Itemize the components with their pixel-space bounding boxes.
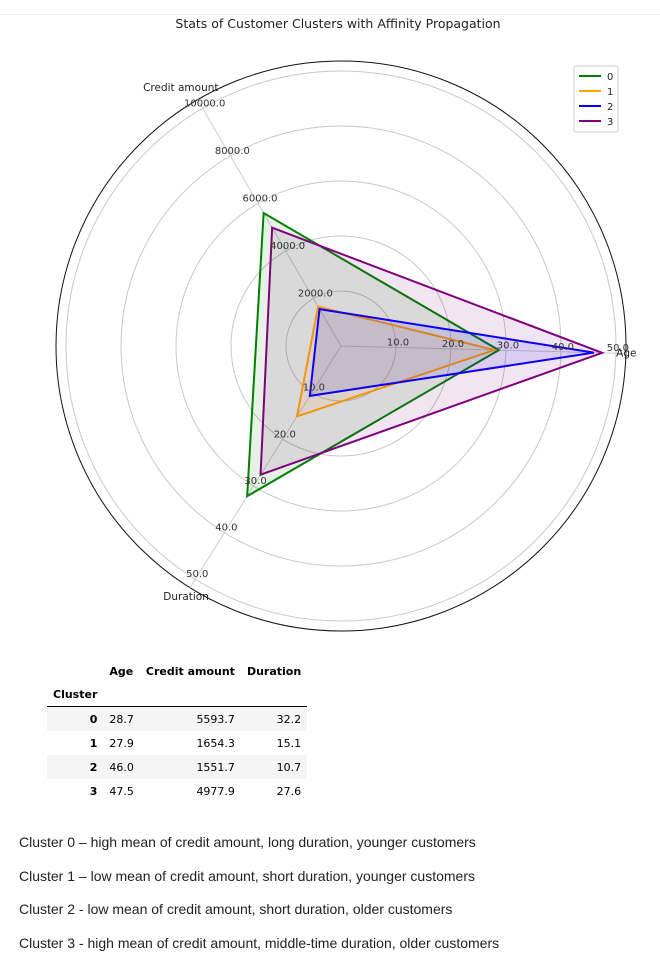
table-header-credit: Credit amount (145, 664, 235, 678)
radar-chart: Stats of Customer Clusters with Affinity… (55, 16, 636, 632)
tick-label: 10000.0 (184, 98, 225, 109)
table-cell-cluster: 2 (89, 760, 98, 774)
grid-ring (65, 70, 617, 622)
cluster-note: Cluster 1 – low mean of credit amount, s… (19, 867, 475, 884)
legend-entry: 2 (607, 102, 613, 113)
table-header-age: Age (109, 664, 134, 678)
table-cell-credit: 5593.7 (196, 712, 235, 726)
tick-label: 4000.0 (270, 241, 305, 252)
table-cell-age: 27.9 (109, 736, 134, 750)
cluster-notes: Cluster 0 – high mean of credit amount, … (19, 828, 499, 962)
series-polygon (246, 211, 501, 498)
cluster-stats-table: Age Credit amount Duration Cluster 0 28.… (47, 660, 308, 803)
axis-label: Credit amount (143, 82, 218, 94)
legend-entry: 1 (607, 87, 613, 98)
tick-label: 2000.0 (298, 288, 333, 299)
table-header-duration: Duration (246, 664, 302, 678)
legend-entry: 3 (607, 117, 613, 128)
tick-label: 10.0 (303, 383, 325, 394)
axis-spoke (189, 345, 342, 588)
tick-label: 20.0 (274, 429, 296, 440)
tick-label: 40.0 (215, 523, 237, 534)
table-cell-duration: 10.7 (276, 760, 302, 774)
table-index-corner (47, 660, 103, 682)
grid-ring (175, 180, 507, 512)
table-cell-duration: 15.1 (276, 736, 302, 750)
table-cell-duration: 27.6 (276, 784, 302, 798)
tick-label: 20.0 (442, 339, 464, 350)
axis-label: Age (616, 347, 636, 359)
table-row: 2 46.0 1551.7 10.7 (47, 755, 308, 779)
table-row: 0 28.7 5593.7 32.2 (47, 706, 308, 731)
table-cell-cluster: 3 (89, 784, 98, 798)
legend-box (573, 65, 619, 133)
table-cell-cluster: 0 (89, 712, 98, 726)
axis-label: Duration (163, 591, 209, 603)
legend-entry: 0 (607, 72, 613, 83)
tick-label: 30.0 (244, 476, 266, 487)
cluster-note: Cluster 3 - high mean of credit amount, … (19, 934, 500, 951)
grid-ring (120, 125, 562, 567)
grid-ring (230, 235, 452, 457)
cluster-note: Cluster 0 – high mean of credit amount, … (19, 834, 476, 850)
table-cell-credit: 1551.7 (196, 760, 235, 774)
chart-title: Stats of Customer Clusters with Affinity… (175, 16, 500, 31)
series-polygon (259, 226, 606, 477)
table-row: 3 47.5 4977.9 27.6 (47, 779, 307, 803)
table-cell-age: 46.0 (109, 760, 134, 774)
tick-label: 10.0 (387, 337, 409, 348)
table-cell-credit: 1654.3 (196, 736, 235, 750)
table-cell-duration: 32.2 (276, 712, 302, 726)
table-cell-age: 28.7 (109, 712, 134, 726)
tick-label: 6000.0 (243, 193, 278, 204)
series-polygon (308, 307, 595, 398)
table-cell-age: 47.5 (109, 784, 134, 798)
table-row: 1 27.9 1654.3 15.1 (47, 731, 307, 755)
tick-label: 30.0 (497, 340, 519, 351)
tick-label: 50.0 (607, 343, 629, 354)
tick-label: 40.0 (552, 342, 574, 353)
cluster-note: Cluster 2 - low mean of credit amount, s… (19, 901, 453, 917)
table-index-name: Cluster (47, 682, 104, 707)
tick-label: 8000.0 (215, 146, 250, 157)
table-cell-cluster: 1 (89, 736, 98, 750)
polar-frame (55, 60, 627, 632)
axis-spoke (340, 345, 626, 354)
tick-label: 50.0 (186, 569, 208, 580)
table-cell-credit: 4977.9 (196, 784, 235, 798)
top-divider (0, 14, 660, 15)
axis-spoke (197, 99, 342, 347)
